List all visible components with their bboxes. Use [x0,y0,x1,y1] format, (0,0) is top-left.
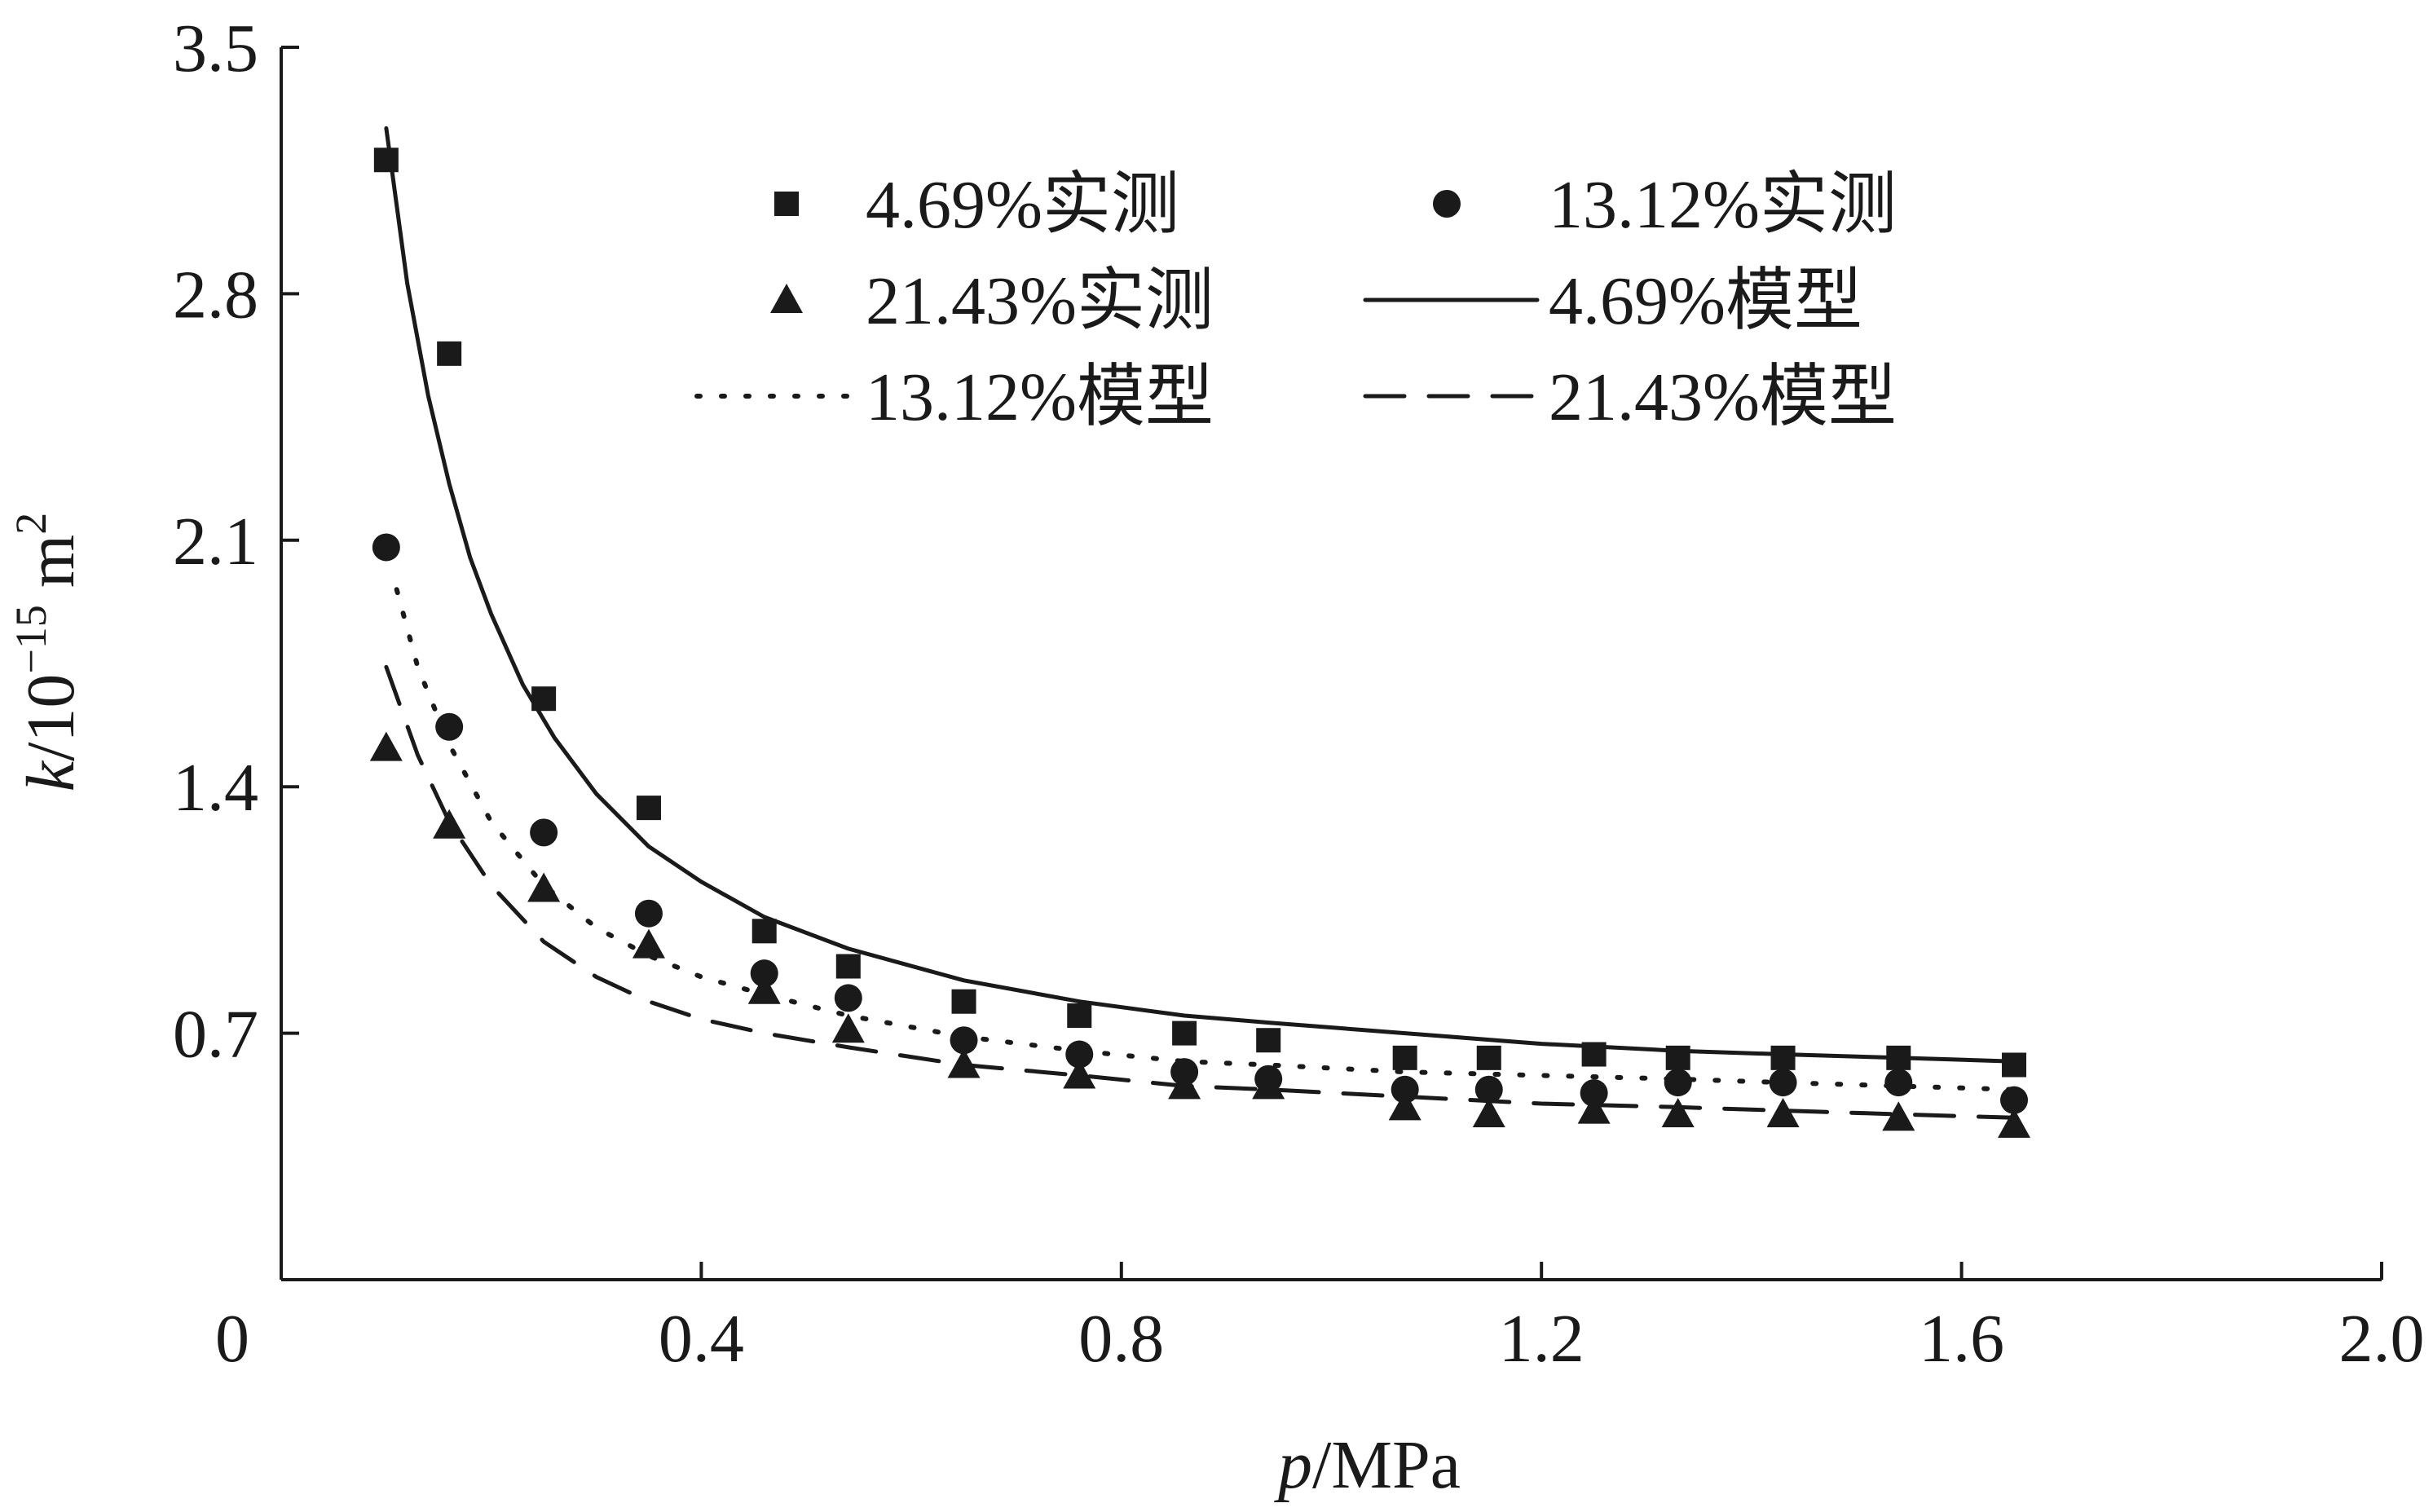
data-point-square [636,796,661,821]
data-point-circle [1391,1075,1419,1104]
data-point-triangle [1661,1097,1695,1127]
legend-label: 13.12%实测 [1549,167,1897,243]
y-axis-variable: k [13,760,89,791]
data-point-triangle [947,1048,981,1078]
data-point-triangle [1577,1094,1611,1124]
legend-label: 4.69%模型 [1549,263,1862,339]
data-point-square [1665,1045,1690,1070]
legend-item-21-43pct-: 21.43%实测 [770,263,1214,339]
legend-marker-circle [1433,190,1461,218]
data-point-triangle [1472,1097,1505,1127]
data-point-square [835,954,861,979]
data-point-square [373,148,399,173]
data-point-square [1392,1045,1417,1070]
data-point-circle [2000,1086,2029,1114]
data-point-circle [372,533,400,562]
x-axis-title: p/MPa [1274,1427,1461,1503]
x-axis-unit: /MPa [1312,1427,1461,1503]
legend: 4.69%实测 13.12%实测 21.43%实测 4.69%模型 13.12%模型 21… [694,167,1897,435]
data-point-square [1067,1003,1092,1028]
data-point-triangle [632,928,665,959]
data-point-triangle [527,872,561,902]
data-point-triangle [1882,1101,1915,1131]
data-point-circle [634,899,663,928]
x-tick-label: 1.6 [1919,1301,2004,1377]
y-tick-label: 3.5 [173,11,258,86]
data-point-circle [1474,1075,1503,1104]
data-point-circle [834,984,862,1012]
y-tick-label: 2.8 [173,257,258,333]
y-axis-unit-base: m [13,535,89,605]
data-point-circle [1065,1040,1094,1069]
data-point-square [1581,1042,1607,1067]
legend-label: 21.43%实测 [866,263,1214,339]
data-point-triangle [369,731,403,761]
data-point-triangle [831,1013,865,1043]
data-point-triangle [1168,1069,1201,1100]
y-axis-unit-prefix: /10 [13,674,89,761]
x-axis-variable: p [1274,1427,1312,1503]
model-line-21-43pct- [384,664,2016,1120]
y-axis-title: k/10−15 m2 [7,513,89,791]
legend-label: 21.43%模型 [1549,359,1897,435]
data-point-square [2002,1052,2027,1078]
x-tick-label: 1.2 [1499,1301,1585,1377]
data-point-square [437,341,462,366]
data-point-circle [950,1026,978,1055]
y-ticks: 0.7 1.4 2.1 2.8 3.5 [173,11,299,1073]
data-point-circle [1884,1069,1913,1097]
data-point-triangle [747,974,781,1004]
data-point-square [751,919,777,944]
y-axis-unit-exponent-2: 2 [7,513,55,535]
data-point-circle [435,712,464,741]
data-point-triangle [1063,1059,1096,1089]
x-ticks: 0 0.4 0.8 1.2 1.6 2.0 [215,1262,2425,1377]
data-point-circle [750,959,778,988]
data-point-triangle [1388,1091,1421,1121]
y-tick-label: 2.1 [173,504,258,580]
data-point-square [951,989,976,1014]
data-point-square [1256,1028,1281,1053]
measured-points [369,148,2031,1138]
data-point-triangle [1766,1097,1800,1127]
legend-label: 13.12%模型 [866,359,1214,435]
x-tick-label: 2.0 [2339,1301,2425,1377]
axes: 0 0.4 0.8 1.2 1.6 2.0 0.7 1.4 2.1 2.8 3.5 [173,11,2425,1377]
data-point-triangle [433,809,466,839]
data-point-circle [1580,1079,1608,1108]
legend-item-13-12pct-: 13.12%实测 [1433,167,1897,243]
data-point-triangle [1998,1108,2031,1138]
x-tick-label: 0.4 [659,1301,744,1377]
legend-marker-triangle [770,284,803,313]
data-point-triangle [1252,1069,1285,1100]
data-point-circle [1769,1069,1797,1097]
data-point-circle [1664,1069,1692,1097]
x-tick-label: 0 [215,1301,249,1377]
legend-item-4-69pct-: 4.69%实测 [774,167,1179,243]
legend-item-4-69pct-: 4.69%模型 [1363,263,1862,339]
legend-marker-square [774,192,799,216]
data-point-square [1476,1045,1501,1070]
data-point-square [1770,1045,1796,1070]
data-point-circle [530,818,558,847]
data-point-square [1886,1045,1911,1070]
y-axis-unit-exponent: −15 [7,605,55,673]
data-point-square [531,686,557,712]
y-tick-label: 0.7 [173,997,258,1073]
legend-item-13-12pct-: 13.12%模型 [694,359,1214,435]
x-tick-label: 0.8 [1078,1301,1164,1377]
data-point-square [1172,1020,1197,1046]
legend-item-21-43pct-: 21.43%模型 [1363,359,1897,435]
legend-label: 4.69%实测 [866,167,1179,243]
y-tick-label: 1.4 [173,750,258,826]
